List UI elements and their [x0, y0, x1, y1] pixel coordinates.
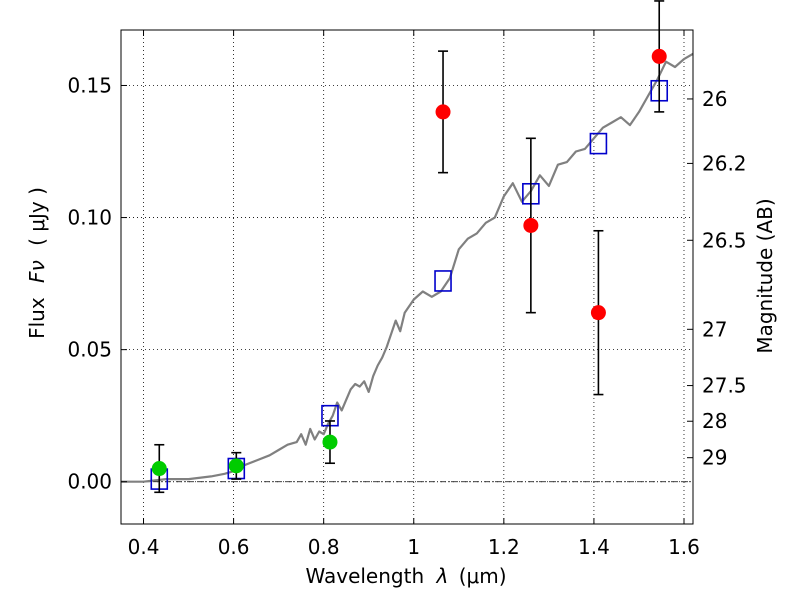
model-square-5	[589, 132, 608, 155]
axis-ticks: 0.4 0.6 0.8 1 1.2 1.4 1.6 0.00 0.05 0.10 0.15 26 26.…	[67, 30, 747, 559]
series-point-3	[435, 0, 667, 396]
x-tick-label-2: 0.8	[308, 535, 340, 559]
right-tick-label-4: 27.5	[702, 374, 747, 398]
data-point-3	[651, 48, 667, 64]
plot-frame	[120, 29, 694, 525]
y-tick-label-0: 0.00	[67, 470, 112, 494]
data-point-0	[435, 104, 451, 120]
right-tick-label-0: 26	[702, 87, 727, 111]
right-tick-label-2: 26.5	[702, 228, 747, 252]
series-line-0	[121, 52, 694, 483]
x-tick-label-1: 0.6	[218, 535, 250, 559]
model-square-3	[434, 270, 452, 292]
axis-labels: Wavelength λ (μm) Flux Fν ( μJy ) Magnit…	[25, 187, 777, 588]
data-point-0	[151, 461, 167, 477]
y-tick-label-2: 0.10	[67, 206, 112, 230]
right-tick-label-5: 28	[702, 409, 727, 433]
x-tick-label-5: 1.4	[578, 535, 610, 559]
x-tick-label-0: 0.4	[128, 535, 160, 559]
right-tick-label-3: 27	[702, 317, 727, 341]
y-tick-label-1: 0.05	[67, 338, 112, 362]
series-point-2	[151, 420, 338, 494]
right-tick-label-1: 26.2	[702, 151, 747, 175]
gridlines	[121, 30, 693, 524]
series-square-1	[150, 79, 669, 490]
right-axis-label: Magnitude (AB)	[753, 198, 777, 353]
spectrum-line	[121, 52, 694, 483]
data-point-1	[228, 458, 244, 474]
y-tick-label-3: 0.15	[67, 73, 112, 97]
x-tick-label-6: 1.6	[668, 535, 700, 559]
data-point-2	[590, 305, 606, 321]
data-point-2	[322, 434, 338, 450]
x-tick-label-3: 1	[407, 535, 420, 559]
y-axis-label: Flux Fν ( μJy )	[25, 187, 49, 339]
right-tick-label-6: 29	[702, 446, 727, 470]
x-axis-label: Wavelength λ (μm)	[305, 564, 506, 588]
data-point-1	[523, 217, 539, 233]
plot-series	[121, 0, 694, 494]
x-tick-label-4: 1.2	[488, 535, 520, 559]
